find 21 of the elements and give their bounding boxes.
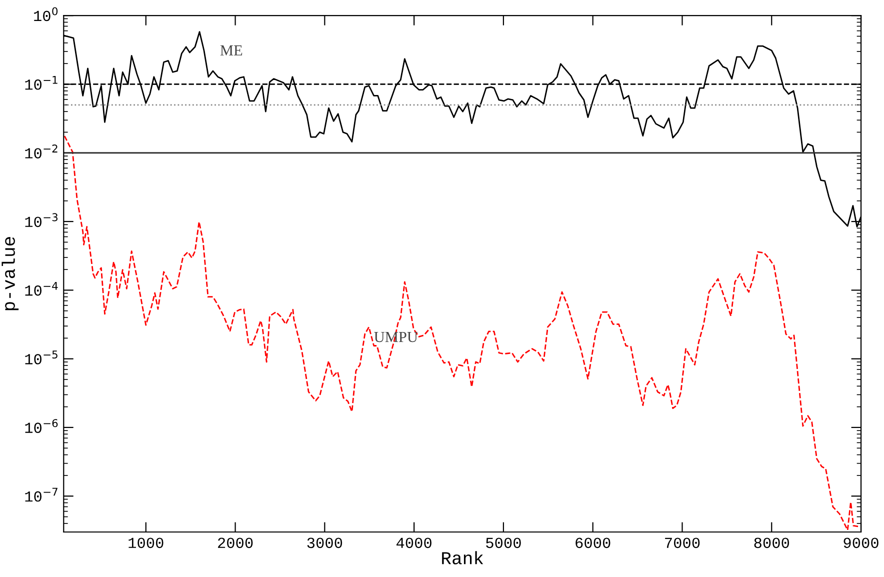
y-tick-label: 10$^{−4}$ [25, 282, 58, 296]
y-tick-label: 10$^{−7}$ [25, 488, 58, 502]
x-tick-label: 1000 [128, 538, 164, 548]
y-tick-label: 10$^{−5}$ [25, 350, 58, 364]
x-tick-label: 7000 [665, 538, 700, 548]
x-tick-label: 6000 [576, 538, 610, 548]
x-axis-title: Rank [442, 551, 484, 564]
y-tick-label: 10$^{−2}$ [25, 144, 58, 158]
y-tick-label: 10$^{−3}$ [25, 213, 58, 228]
x-tick-label: 3000 [307, 538, 342, 548]
x-tick-label: 8000 [754, 538, 790, 548]
y-tick-label: 10$^{−1}$ [25, 76, 58, 90]
y-axis-title: p-value [2, 237, 19, 310]
series-label: UMPU [374, 332, 418, 342]
y-tick-label: 10$^{0}$ [34, 7, 58, 22]
x-tick-label: 9000 [844, 538, 878, 548]
y-tick-label: 10$^{−6}$ [25, 419, 58, 434]
x-tick-label: 4000 [396, 538, 432, 548]
x-tick-label: 5000 [486, 538, 521, 548]
x-tick-label: 2000 [218, 538, 253, 548]
series-label: ME [220, 45, 242, 56]
